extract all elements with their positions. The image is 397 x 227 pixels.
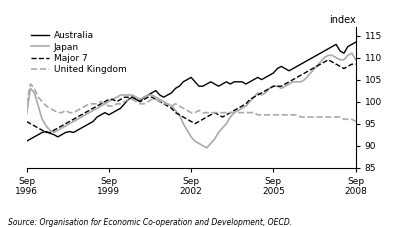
Major 7 — [24, 120, 29, 123]
Japan — [204, 146, 209, 149]
Japan — [126, 94, 131, 96]
United Kingdom — [83, 105, 88, 107]
Japan — [122, 94, 127, 96]
Text: index: index — [329, 15, 356, 25]
Japan — [189, 136, 193, 138]
Australia — [334, 43, 339, 46]
Australia — [353, 41, 358, 44]
Major 7 — [130, 96, 135, 99]
Japan — [79, 116, 84, 118]
Major 7 — [326, 58, 331, 61]
Japan — [338, 58, 343, 61]
Major 7 — [193, 122, 197, 125]
Japan — [138, 98, 143, 101]
Major 7 — [126, 96, 131, 99]
United Kingdom — [142, 102, 146, 105]
Line: Australia: Australia — [27, 42, 356, 141]
United Kingdom — [338, 116, 343, 118]
United Kingdom — [24, 102, 29, 105]
Legend: Australia, Japan, Major 7, United Kingdom: Australia, Japan, Major 7, United Kingdo… — [31, 31, 126, 74]
Line: Major 7: Major 7 — [27, 60, 356, 132]
Australia — [126, 98, 131, 101]
United Kingdom — [28, 83, 33, 85]
Line: United Kingdom: United Kingdom — [27, 84, 356, 121]
Australia — [189, 76, 193, 79]
Major 7 — [83, 111, 88, 114]
Text: Source: Organisation for Economic Co-operation and Development, OECD.: Source: Organisation for Economic Co-ope… — [8, 218, 292, 227]
Australia — [24, 140, 29, 143]
Japan — [24, 114, 29, 116]
Australia — [122, 102, 127, 105]
Major 7 — [353, 63, 358, 66]
Major 7 — [142, 98, 146, 101]
Australia — [138, 100, 143, 103]
Japan — [353, 58, 358, 61]
United Kingdom — [353, 120, 358, 123]
Japan — [349, 52, 354, 54]
United Kingdom — [193, 111, 197, 114]
United Kingdom — [126, 98, 131, 101]
United Kingdom — [130, 98, 135, 101]
Australia — [79, 127, 84, 129]
Major 7 — [341, 67, 346, 70]
Major 7 — [44, 131, 48, 134]
Line: Japan: Japan — [27, 53, 356, 148]
